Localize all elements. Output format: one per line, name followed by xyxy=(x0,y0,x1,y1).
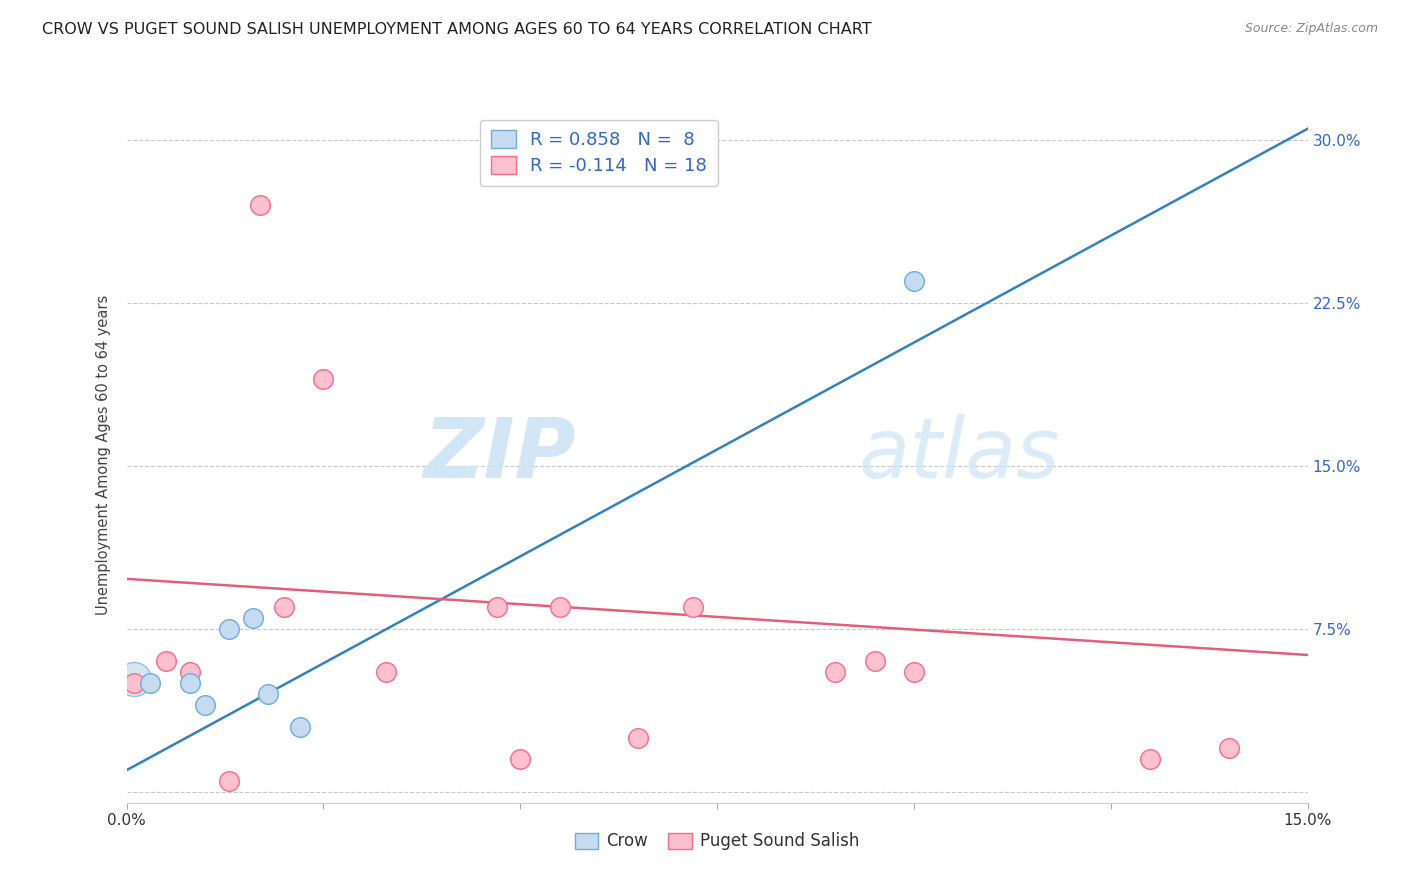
Y-axis label: Unemployment Among Ages 60 to 64 years: Unemployment Among Ages 60 to 64 years xyxy=(96,294,111,615)
Point xyxy=(485,600,508,615)
Point xyxy=(548,600,571,615)
Point xyxy=(194,698,217,712)
Point xyxy=(1139,752,1161,766)
Point xyxy=(903,665,925,680)
Point xyxy=(242,611,264,625)
Point xyxy=(139,676,162,690)
Point xyxy=(273,600,295,615)
Point xyxy=(124,672,146,686)
Legend: Crow, Puget Sound Salish: Crow, Puget Sound Salish xyxy=(568,826,866,857)
Point xyxy=(509,752,531,766)
Point xyxy=(155,655,177,669)
Point xyxy=(627,731,650,745)
Point xyxy=(257,687,280,701)
Text: ZIP: ZIP xyxy=(423,415,575,495)
Text: Source: ZipAtlas.com: Source: ZipAtlas.com xyxy=(1244,22,1378,36)
Point xyxy=(1218,741,1240,756)
Text: atlas: atlas xyxy=(859,415,1060,495)
Point xyxy=(824,665,846,680)
Point xyxy=(218,774,240,789)
Point xyxy=(375,665,398,680)
Text: CROW VS PUGET SOUND SALISH UNEMPLOYMENT AMONG AGES 60 TO 64 YEARS CORRELATION CH: CROW VS PUGET SOUND SALISH UNEMPLOYMENT … xyxy=(42,22,872,37)
Point xyxy=(863,655,886,669)
Point xyxy=(179,665,201,680)
Point xyxy=(682,600,704,615)
Point xyxy=(124,676,146,690)
Point xyxy=(903,274,925,288)
Point xyxy=(179,676,201,690)
Point xyxy=(218,622,240,636)
Point xyxy=(288,720,311,734)
Point xyxy=(312,372,335,386)
Point xyxy=(249,198,271,212)
